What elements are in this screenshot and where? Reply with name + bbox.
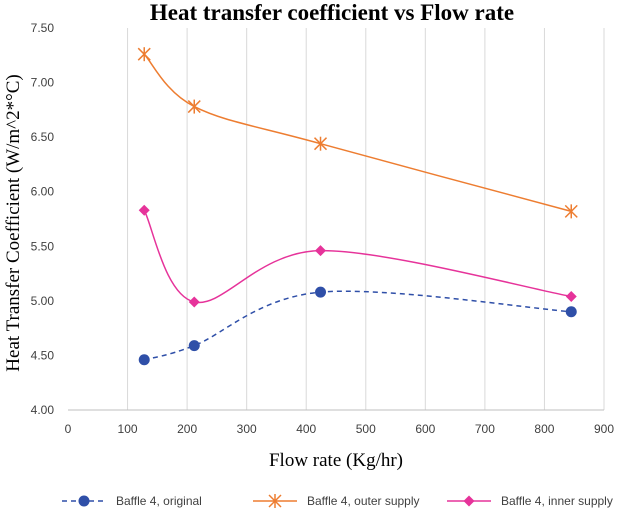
y-tick-label: 6.00 bbox=[31, 185, 55, 199]
data-point bbox=[137, 47, 151, 62]
series-line-1 bbox=[144, 290, 572, 361]
y-tick-label: 5.00 bbox=[31, 294, 55, 308]
x-tick-label: 900 bbox=[594, 422, 614, 436]
tick-labels: 0 100 200 300 400 500 600 700 800 900 4.00 4.50 5.00… bbox=[31, 21, 615, 436]
x-tick-label: 100 bbox=[118, 422, 138, 436]
x-tick-label: 0 bbox=[65, 422, 72, 436]
legend-entry: Baffle 4, inner supply bbox=[447, 494, 613, 508]
y-tick-label: 4.00 bbox=[31, 403, 55, 417]
y-tick-label: 7.00 bbox=[31, 76, 55, 90]
series-line-2 bbox=[143, 53, 572, 213]
legend-label: Baffle 4, original bbox=[116, 494, 202, 508]
y-tick-label: 7.50 bbox=[31, 21, 55, 35]
legend-entry: Baffle 4, outer supply bbox=[253, 494, 420, 508]
data-point bbox=[138, 204, 150, 216]
x-tick-label: 500 bbox=[356, 422, 376, 436]
y-axis-label: Heat Transfer Coefficient (W/m^2*°C) bbox=[3, 74, 24, 371]
x-tick-label: 700 bbox=[475, 422, 495, 436]
series-layer bbox=[137, 47, 578, 366]
data-point bbox=[565, 290, 577, 302]
chart-title: Heat transfer coefficient vs Flow rate bbox=[150, 0, 514, 25]
data-point bbox=[565, 306, 577, 318]
y-tick-label: 5.50 bbox=[31, 239, 55, 253]
x-tick-label: 600 bbox=[415, 422, 435, 436]
y-tick-label: 6.50 bbox=[31, 130, 55, 144]
y-tick-label: 4.50 bbox=[31, 348, 55, 362]
x-axis-label: Flow rate (Kg/hr) bbox=[269, 450, 403, 471]
data-point bbox=[138, 354, 150, 366]
data-point bbox=[564, 204, 578, 219]
legend-marker bbox=[78, 495, 90, 507]
legend: Baffle 4, original Baffle 4, outer supply… bbox=[62, 494, 613, 508]
x-tick-label: 300 bbox=[237, 422, 257, 436]
legend-label: Baffle 4, inner supply bbox=[501, 494, 613, 508]
legend-entry: Baffle 4, original bbox=[62, 494, 202, 508]
legend-marker bbox=[463, 495, 475, 507]
data-point bbox=[315, 286, 327, 298]
data-point bbox=[188, 296, 200, 308]
legend-marker bbox=[268, 494, 282, 508]
data-point bbox=[188, 340, 200, 352]
gridlines bbox=[127, 28, 605, 410]
data-point bbox=[315, 245, 327, 257]
data-point bbox=[187, 99, 201, 114]
series-line-3 bbox=[143, 209, 572, 304]
x-tick-label: 200 bbox=[177, 422, 197, 436]
x-tick-label: 400 bbox=[296, 422, 316, 436]
x-tick-label: 800 bbox=[534, 422, 554, 436]
legend-label: Baffle 4, outer supply bbox=[307, 494, 420, 508]
data-point bbox=[313, 136, 328, 151]
